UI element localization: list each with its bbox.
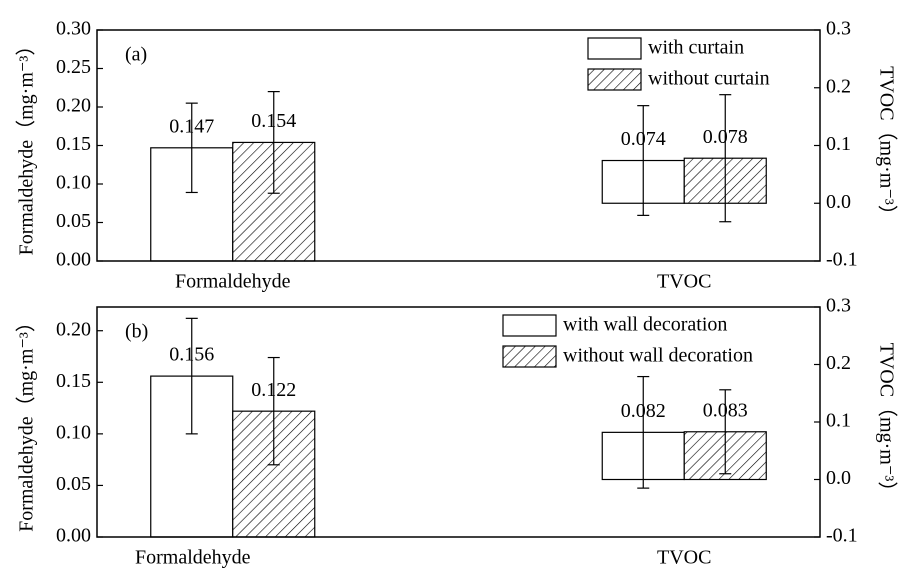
y-axis-label: Formaldehyde（mg·m⁻³） (15, 36, 38, 256)
y-tick-label: 0.00 (56, 249, 91, 271)
error-bar (185, 102, 198, 194)
x-tick-label: TVOC (657, 547, 711, 569)
legend-label: without wall decoration (563, 345, 753, 367)
y-tick-label: 0.20 (56, 95, 91, 117)
error-bar (637, 375, 650, 489)
error-bar (637, 105, 650, 216)
y2-tick-label: 0.3 (826, 18, 851, 40)
error-bar (719, 94, 732, 223)
y2-tick-label: 0.2 (826, 352, 851, 374)
y-tick-label: 0.15 (56, 370, 91, 392)
error-bar (267, 90, 280, 194)
y-tick-label: 0.20 (56, 318, 91, 340)
value-label: 0.154 (251, 110, 296, 132)
y2-tick-label: -0.1 (826, 525, 858, 547)
y2-tick-label: 0.0 (826, 467, 851, 489)
y-tick-label: 0.10 (56, 172, 91, 194)
value-label: 0.078 (703, 126, 748, 148)
y-tick-label: 0.05 (56, 210, 91, 232)
error-bar (267, 356, 280, 466)
legend-swatch (502, 345, 557, 368)
y2-tick-label: 0.1 (826, 410, 851, 432)
y-tick-label: 0.10 (56, 421, 91, 443)
y-tick-label: 0.25 (56, 56, 91, 78)
value-label: 0.083 (703, 399, 748, 421)
y-axis-label: Formaldehyde（mg·m⁻³） (15, 312, 38, 532)
value-label: 0.156 (169, 344, 214, 366)
y-tick-label: 0.00 (56, 525, 91, 547)
y2-axis-label: TVOC（mg·m⁻³） (875, 343, 898, 502)
value-label: 0.147 (169, 115, 214, 137)
value-label: 0.074 (621, 128, 666, 150)
value-label: 0.122 (251, 379, 296, 401)
legend-swatch (587, 68, 642, 91)
error-bar (719, 389, 732, 475)
x-tick-label: Formaldehyde (135, 547, 251, 569)
y-tick-label: 0.05 (56, 473, 91, 495)
x-tick-label: TVOC (657, 271, 711, 293)
y2-tick-label: 0.3 (826, 295, 851, 317)
legend-label: with curtain (648, 37, 744, 59)
legend-label: with wall decoration (563, 314, 727, 336)
legend-swatch (587, 37, 642, 60)
y2-tick-label: -0.1 (826, 249, 858, 271)
y2-tick-label: 0.1 (826, 133, 851, 155)
legend-swatch (502, 314, 557, 337)
y2-tick-label: 0.0 (826, 191, 851, 213)
value-label: 0.082 (621, 400, 666, 422)
y2-tick-label: 0.2 (826, 75, 851, 97)
y2-axis-label: TVOC（mg·m⁻³） (875, 66, 898, 225)
y-tick-label: 0.30 (56, 18, 91, 40)
error-bar (185, 317, 198, 435)
y-tick-label: 0.15 (56, 133, 91, 155)
panel-label: (a) (125, 44, 147, 66)
panel-label: (b) (125, 321, 148, 343)
legend-label: without curtain (648, 68, 770, 90)
x-tick-label: Formaldehyde (175, 271, 291, 293)
